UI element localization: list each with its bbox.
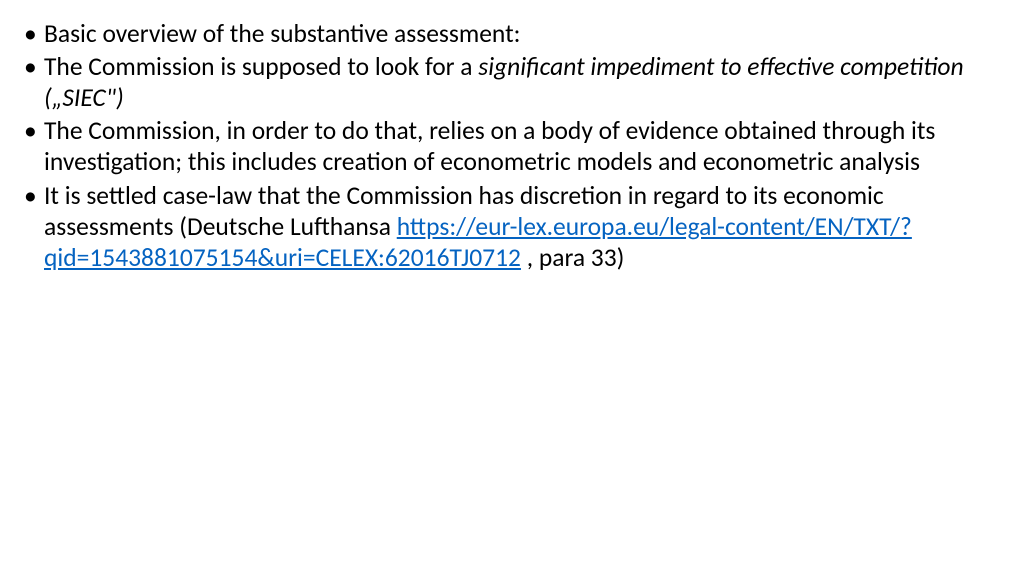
slide-bullets: Basic overview of the substantive assess…: [22, 18, 988, 273]
bullet-text-leading: The Commission is supposed to look for a: [44, 51, 478, 82]
bullet-item: It is settled case-law that the Commissi…: [22, 180, 988, 273]
bullet-text: The Commission, in order to do that, rel…: [44, 115, 935, 177]
bullet-item: The Commission is supposed to look for a…: [22, 51, 988, 113]
bullet-item: Basic overview of the substantive assess…: [22, 18, 988, 49]
bullet-text: Basic overview of the substantive assess…: [44, 18, 520, 49]
bullet-item: The Commission, in order to do that, rel…: [22, 115, 988, 177]
bullet-text-trailing: , para 33): [521, 242, 624, 273]
